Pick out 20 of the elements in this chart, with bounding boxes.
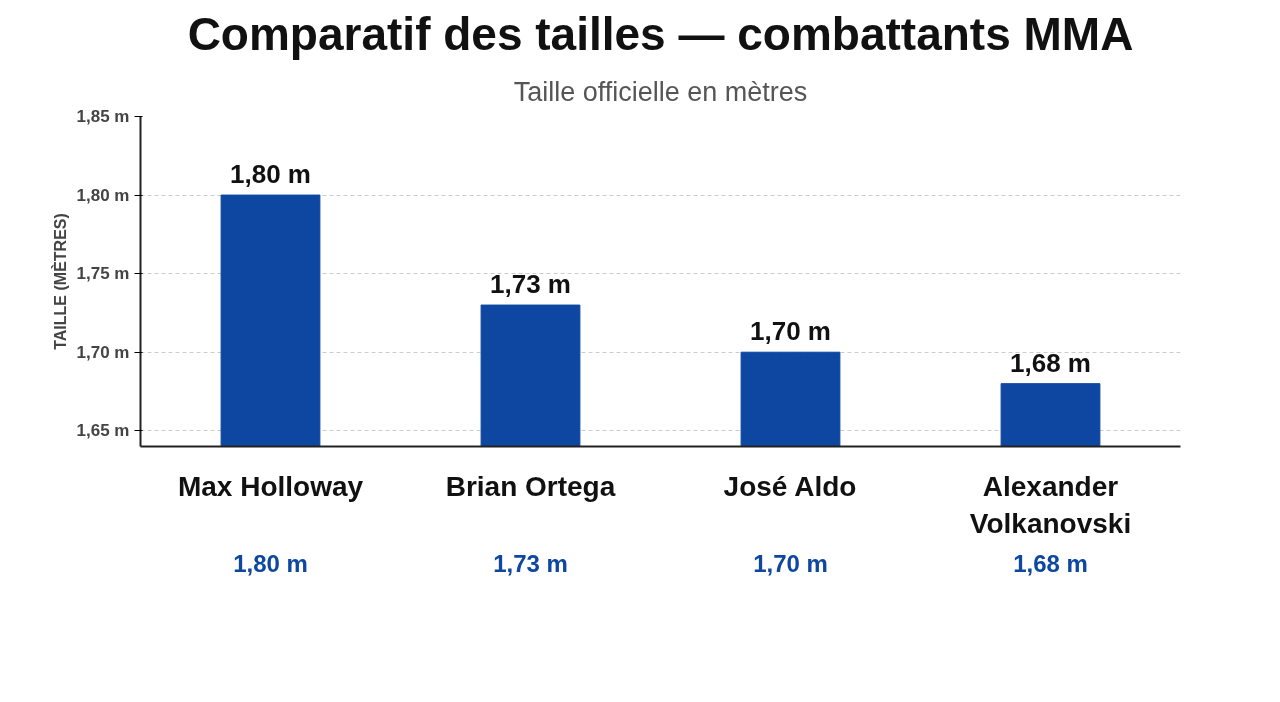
data-label: 1,80 m <box>233 549 308 577</box>
y-tick-label: 1,75 m <box>76 264 130 284</box>
chart-title: Comparatif des tailles — combattants MMA <box>187 7 1134 60</box>
y-axis-title: TAILLE (MÈTRES) <box>50 213 69 350</box>
x-tick-label: Max Holloway <box>177 470 364 502</box>
text: 1,68 m <box>1010 347 1091 378</box>
x-tick-label: Brian Ortega <box>445 470 616 502</box>
data-label: 1,73 m <box>493 549 568 577</box>
chart-subtitle: Taille officielle en mètres <box>513 76 808 107</box>
y-tick-label: 1,80 m <box>76 185 130 205</box>
text: 1,80 m <box>230 159 311 190</box>
text: 1,73 m <box>490 269 571 300</box>
y-tick-label: 1,70 m <box>76 342 130 362</box>
y-tick-label: 1,65 m <box>76 421 130 441</box>
x-tick-label: Alexander Volkanovski <box>969 470 1132 539</box>
data-label: 1,68 m <box>1013 549 1088 577</box>
x-tick-label: José Aldo <box>723 470 857 502</box>
text: 1,70 m <box>750 316 831 347</box>
y-tick-label: 1,85 m <box>76 107 130 126</box>
data-label: 1,70 m <box>753 549 828 577</box>
